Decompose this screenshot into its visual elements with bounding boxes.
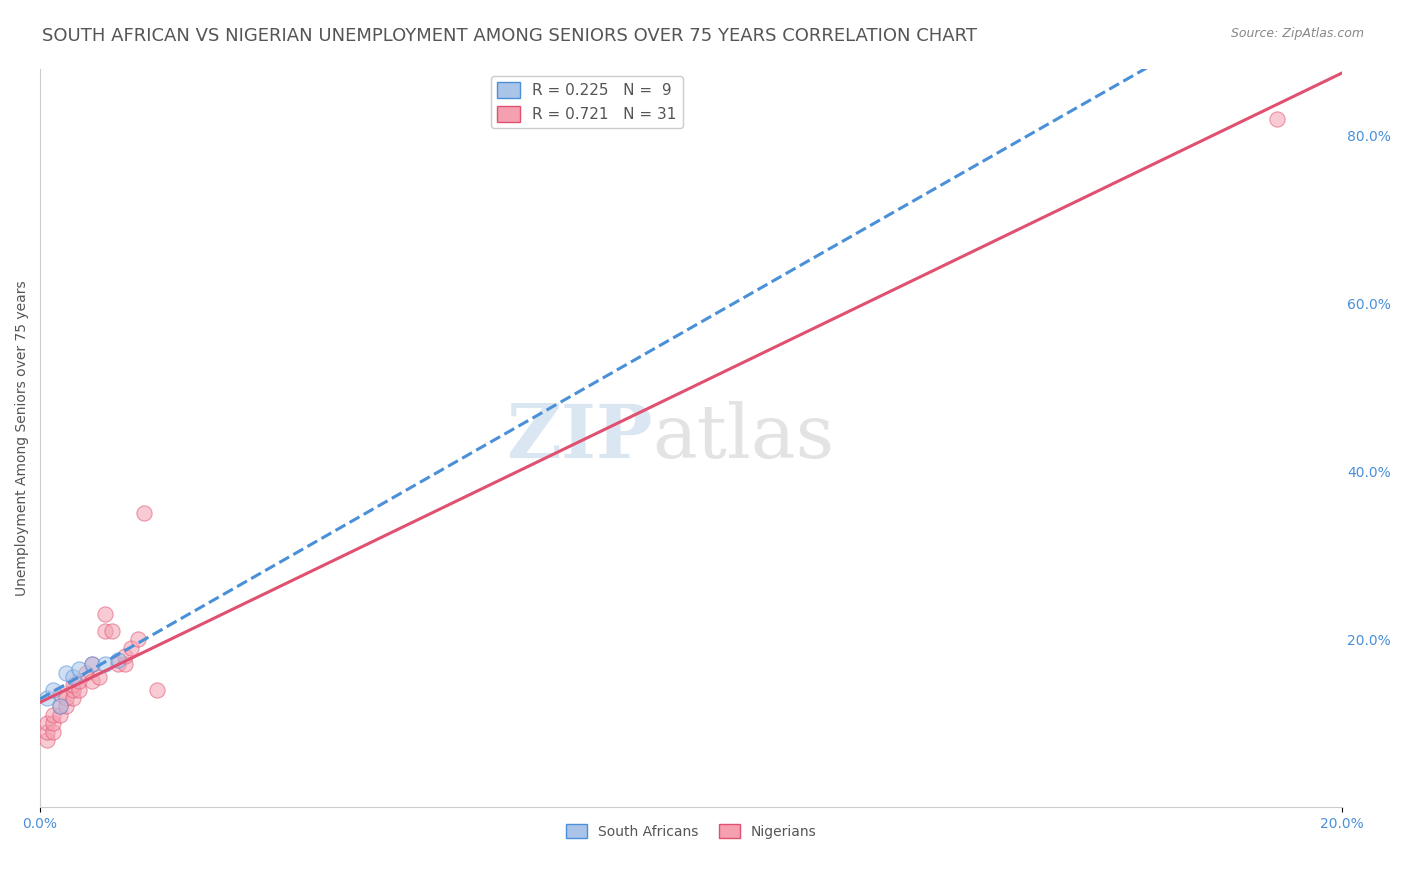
Text: ZIP: ZIP (506, 401, 652, 475)
Point (35, 690, 58, 705)
Point (62, 670, 84, 684)
Point (134, 506, 156, 520)
Y-axis label: Unemployment Among Seniors over 75 years: Unemployment Among Seniors over 75 years (15, 280, 30, 596)
Point (94, 624, 117, 638)
Point (67, 682, 90, 697)
Point (35, 733, 58, 747)
Point (67, 674, 90, 689)
Point (62, 682, 84, 697)
Point (82, 674, 104, 689)
Point (94, 607, 117, 621)
Point (107, 653, 129, 667)
Text: Source: ZipAtlas.com: Source: ZipAtlas.com (1230, 27, 1364, 40)
Point (55, 699, 77, 714)
Point (62, 690, 84, 705)
Point (42, 707, 65, 722)
Point (120, 640, 142, 655)
Point (62, 678, 84, 692)
Point (48, 699, 70, 714)
Point (94, 657, 117, 672)
Text: atlas: atlas (652, 401, 834, 475)
Point (114, 657, 136, 672)
Point (48, 687, 70, 701)
Point (87, 670, 110, 684)
Point (114, 648, 136, 663)
Point (42, 724, 65, 739)
Point (82, 657, 104, 672)
Point (146, 682, 169, 697)
Point (100, 624, 122, 638)
Point (82, 657, 104, 672)
Point (35, 716, 58, 731)
Point (55, 690, 77, 705)
Point (35, 724, 58, 739)
Point (48, 699, 70, 714)
Point (1265, 112, 1288, 126)
Point (48, 707, 70, 722)
Point (127, 632, 149, 647)
Text: SOUTH AFRICAN VS NIGERIAN UNEMPLOYMENT AMONG SENIORS OVER 75 YEARS CORRELATION C: SOUTH AFRICAN VS NIGERIAN UNEMPLOYMENT A… (42, 27, 977, 45)
Point (75, 665, 97, 680)
Point (55, 665, 77, 680)
Legend: South Africans, Nigerians: South Africans, Nigerians (560, 819, 823, 845)
Point (42, 716, 65, 731)
Point (107, 657, 129, 672)
Point (42, 682, 65, 697)
Point (67, 662, 90, 676)
